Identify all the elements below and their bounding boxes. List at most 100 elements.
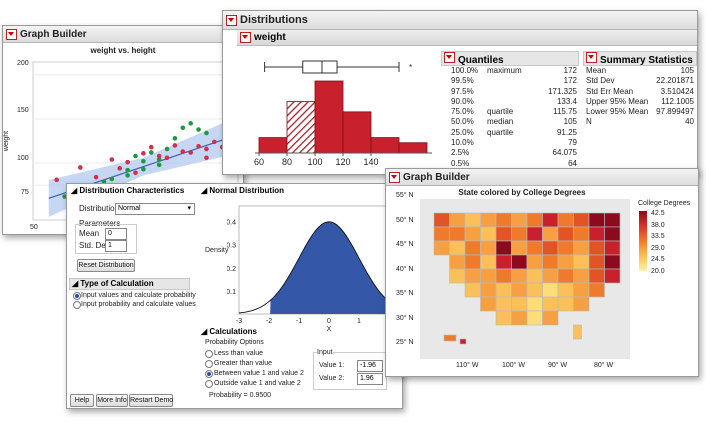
normal-title: Normal Distribution (209, 186, 285, 195)
collapse-icon[interactable]: ◢ (71, 186, 78, 195)
distribution-calculator-window: ◢ Distribution Characteristics Distribut… (66, 183, 403, 409)
state-shape (542, 240, 559, 256)
window-title: Graph Builder (403, 171, 470, 183)
calc-option-radio[interactable] (73, 301, 81, 309)
prob-option-label: Less than value (214, 350, 264, 357)
summary-value: 40 (685, 117, 694, 127)
state-shape (526, 254, 543, 270)
scatter-point (148, 144, 154, 150)
state-shape (573, 296, 590, 312)
input-label: Input (317, 348, 333, 358)
collapse-icon[interactable]: ◢ (72, 279, 79, 288)
red-triangle-menu-icon[interactable] (240, 32, 251, 43)
quantile-row: 99.5% 172 (451, 76, 577, 86)
value1-input[interactable]: -1.96 (357, 360, 383, 372)
legend-value: 20.0 (651, 267, 665, 275)
chevron-down-icon: ▾ (187, 205, 191, 212)
state-shape (604, 254, 621, 270)
summary-row: Lower 95% Mean 97.899497 (586, 107, 694, 117)
normal-header[interactable]: ◢ Normal Distribution (199, 186, 401, 196)
density-curve (238, 221, 390, 314)
y-tick: 150 (17, 107, 29, 114)
scatter-point (78, 165, 83, 170)
value2-input[interactable]: 1.96 (357, 373, 383, 385)
state-shape (464, 240, 481, 256)
state-shape (573, 212, 590, 228)
distributions-titlebar[interactable]: Distributions (223, 11, 697, 30)
state-shape (526, 240, 543, 256)
summary-value: 112.1005 (661, 96, 694, 106)
y-tick-label: 0.1 (227, 289, 236, 296)
variable-header[interactable]: weight (237, 30, 697, 46)
calc-type-title: Type of Calculation (80, 279, 154, 288)
collapse-icon[interactable]: ◢ (201, 327, 208, 336)
map-titlebar[interactable]: Graph Builder (386, 169, 698, 186)
state-shape (511, 226, 528, 242)
state-shape (495, 240, 512, 256)
prob-option-radio[interactable] (205, 360, 213, 368)
mean-input[interactable]: 0 (105, 228, 127, 240)
y-axis-label: weight (3, 130, 11, 152)
scatter-point (196, 143, 201, 149)
legend-value: 29.0 (651, 244, 665, 252)
state-shape (459, 338, 467, 345)
state-shape (511, 254, 528, 270)
histogram-bar (258, 137, 288, 154)
scatter-point (196, 127, 201, 132)
scatter-point (172, 143, 178, 148)
scatter-point (156, 162, 162, 168)
y-tick-label: 0.2 (227, 266, 236, 273)
longitude-tick: 90° W (548, 362, 568, 369)
latitude-tick: 25° N (396, 339, 414, 346)
state-shape (542, 226, 559, 242)
calculations-header[interactable]: ◢ Calculations (199, 327, 401, 337)
prob-option-radio[interactable] (205, 350, 213, 358)
quantiles-header[interactable]: Quantiles (441, 51, 579, 66)
reset-distribution-button[interactable]: Reset Distribution (77, 259, 135, 272)
state-shape (542, 310, 559, 326)
longitude-tick: 110° W (456, 362, 479, 369)
prob-option-radio[interactable] (205, 380, 213, 388)
red-triangle-menu-icon[interactable] (389, 171, 400, 183)
graph-builder-titlebar[interactable]: Graph Builder (3, 26, 243, 43)
distributions-window: Distributions weight 60 80 100 120 140 * Qua… (222, 10, 698, 175)
restart-demo-button[interactable]: Restart Demo (129, 394, 173, 407)
scatter-point (172, 136, 178, 141)
state-shape (449, 254, 466, 270)
summary-header[interactable]: Summary Statistics (583, 51, 697, 66)
x-tick-label: 120 (335, 157, 350, 167)
summary-value: 3.510424 (660, 86, 694, 96)
scatter-point (148, 150, 154, 155)
state-shape (557, 268, 574, 284)
state-shape (557, 296, 574, 312)
state-shape (511, 212, 528, 228)
characteristics-header[interactable]: ◢ Distribution Characteristics (69, 186, 195, 196)
calc-type-header[interactable]: ◢ Type of Calculation (69, 278, 190, 290)
more-info-button[interactable]: More Info (96, 394, 128, 407)
latitude-tick: 50° N (396, 216, 414, 224)
prob-option-radio[interactable] (205, 370, 213, 378)
summary-name: Mean (586, 66, 607, 75)
state-shape (495, 296, 512, 312)
state-shape (573, 282, 590, 298)
distribution-select[interactable]: Normal ▾ (115, 203, 195, 215)
calc-option-radio[interactable] (73, 292, 81, 300)
scatter-point (117, 166, 123, 171)
red-triangle-menu-icon[interactable] (586, 52, 597, 63)
scatter-point (125, 167, 130, 173)
state-shape (604, 240, 621, 256)
collapse-icon[interactable]: ◢ (201, 186, 208, 195)
quantile-value: 105 (563, 117, 577, 127)
quantiles-title: Quantiles (458, 55, 504, 66)
std-input[interactable]: 1 (105, 240, 127, 252)
longitude-tick: 80° W (594, 362, 614, 369)
quantile-row: 100.0% maximum 172 (451, 66, 577, 76)
latitude-tick: 55° N (396, 192, 414, 199)
help-button[interactable]: Help (70, 394, 94, 407)
red-triangle-menu-icon[interactable] (226, 14, 237, 26)
red-triangle-menu-icon[interactable] (6, 28, 17, 40)
scatter-point (93, 174, 99, 180)
scatter-point (204, 146, 209, 152)
red-triangle-menu-icon[interactable] (444, 52, 455, 63)
state-shape (588, 282, 605, 298)
